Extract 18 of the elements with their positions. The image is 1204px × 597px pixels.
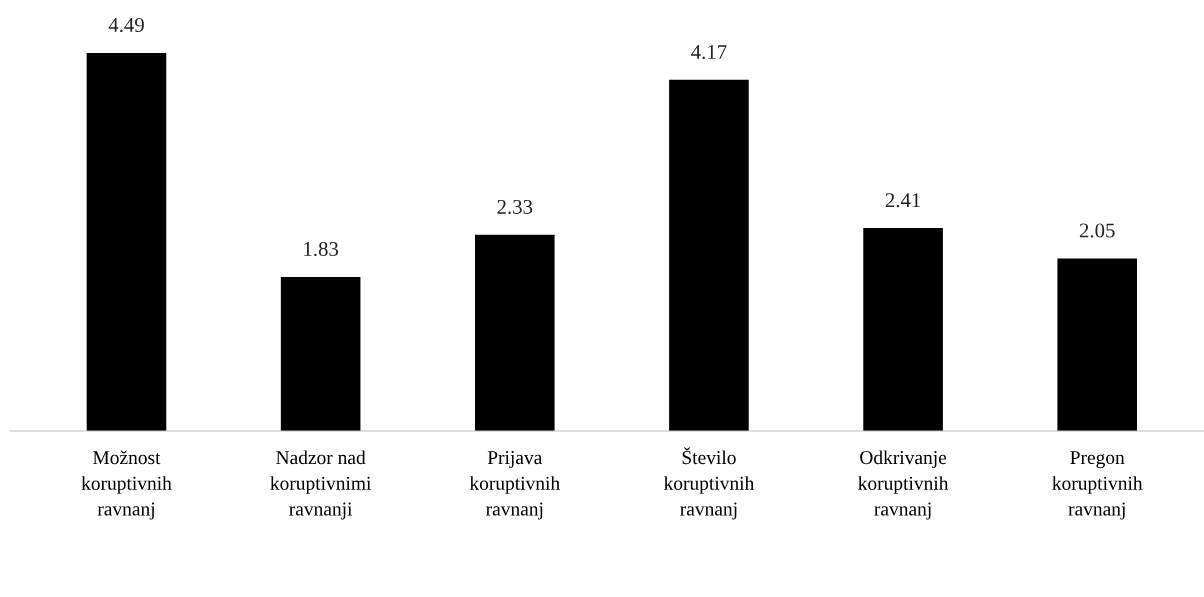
bar [474, 234, 555, 431]
bar [863, 228, 943, 431]
x-tick-label: Možnost koruptivnih ravnanj [81, 450, 172, 520]
x-tick-label: Prijava koruptivnih ravnanj [469, 451, 560, 520]
x-tick-label: Odkrivanje koruptivnih ravnanj [858, 450, 949, 520]
data-label: 1.83 [304, 241, 339, 257]
bar [86, 52, 167, 431]
bar [1057, 258, 1138, 431]
data-label: 4.17 [691, 45, 727, 60]
data-label: 2.05 [1079, 223, 1115, 238]
data-label: 4.49 [108, 18, 144, 33]
x-tick-label: Nadzor nad koruptivnimi ravnanji [270, 450, 372, 520]
bar [280, 276, 361, 431]
bar [669, 79, 749, 431]
data-label: 2.33 [497, 199, 533, 214]
data-label: 2.41 [885, 193, 921, 208]
x-tick-label: Pregon koruptivnih ravnanj [1052, 451, 1143, 520]
x-tick-label: Število koruptivnih ravnanj [663, 447, 755, 520]
